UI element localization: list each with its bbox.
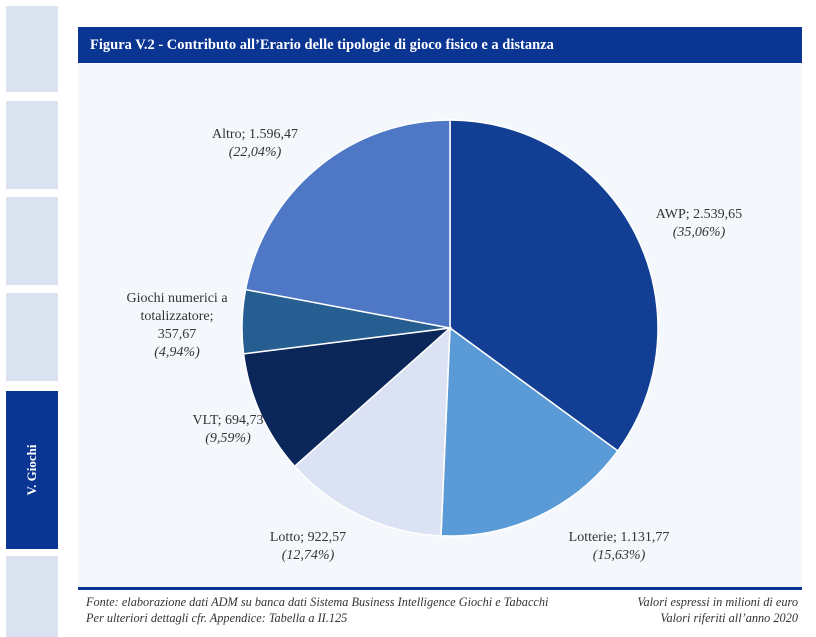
label-altro: Altro; 1.596,47 (22,04%) — [212, 127, 298, 160]
sidebar-tab-label: V. Giochi — [24, 444, 39, 496]
chart-title: Figura V.2 - Contributo all’Erario delle… — [78, 27, 802, 63]
label-lotterie: Lotterie; 1.131,77 (15,63%) — [569, 530, 670, 563]
sidebar-tab-3[interactable] — [6, 197, 58, 285]
label-lotto-percent: (12,74%) — [282, 548, 335, 563]
pie-slice-altro — [244, 119, 451, 329]
units-note: Valori espressi in milioni di euro Valor… — [637, 594, 798, 626]
source-line-1: Fonte: elaborazione dati ADM su banca da… — [86, 595, 549, 609]
footer-divider — [78, 587, 802, 590]
units-line-2: Valori riferiti all’anno 2020 — [660, 611, 798, 625]
label-awp-value: AWP; 2.539,65 — [656, 207, 742, 222]
pie-chart: AWP; 2.539,65 (35,06%) Lotterie; 1.131,7… — [126, 119, 742, 563]
label-giochi-percent: (4,94%) — [154, 345, 200, 360]
source-line-2: Per ulteriori dettagli cfr. Appendice: T… — [86, 611, 348, 625]
label-lotterie-value: Lotterie; 1.131,77 — [569, 530, 670, 545]
sidebar-tab-giochi[interactable]: V. Giochi — [6, 391, 58, 549]
pie-slice-awp — [449, 119, 659, 452]
label-giochi-numerici: Giochi numerici a totalizzatore; 357,67 … — [126, 291, 228, 360]
label-lotto: Lotto; 922,57 (12,74%) — [270, 530, 346, 563]
sidebar-tab-2[interactable] — [6, 101, 58, 189]
label-altro-value: Altro; 1.596,47 — [212, 127, 298, 142]
sidebar-tab-4[interactable] — [6, 293, 58, 381]
label-vlt-percent: (9,59%) — [205, 431, 251, 446]
pie-slice-lotto — [293, 326, 451, 537]
label-vlt-value: VLT; 694,73 — [192, 413, 263, 428]
source-note: Fonte: elaborazione dati ADM su banca da… — [86, 594, 548, 626]
pie-slice-vlt — [242, 326, 453, 468]
sidebar-tab-6[interactable] — [6, 556, 58, 637]
label-lotto-value: Lotto; 922,57 — [270, 530, 346, 545]
label-awp: AWP; 2.539,65 (35,06%) — [656, 207, 742, 240]
label-lotterie-percent: (15,63%) — [593, 548, 646, 563]
label-vlt: VLT; 694,73 (9,59%) — [192, 413, 263, 446]
label-altro-percent: (22,04%) — [229, 145, 282, 160]
sidebar-tab-1[interactable] — [6, 6, 58, 92]
label-awp-percent: (35,06%) — [673, 225, 726, 240]
label-giochi-value: 357,67 — [158, 327, 197, 342]
label-giochi-line1: Giochi numerici a — [126, 291, 228, 306]
units-line-1: Valori espressi in milioni di euro — [637, 595, 798, 609]
label-giochi-line2: totalizzatore; — [140, 309, 213, 324]
pie-slice-lotterie — [440, 326, 619, 537]
